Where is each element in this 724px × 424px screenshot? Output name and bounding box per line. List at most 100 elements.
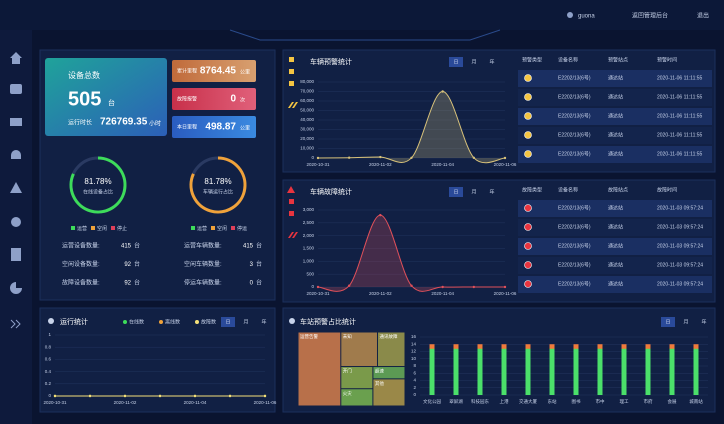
table-row (518, 89, 712, 106)
y-tick-label: 6 (413, 370, 416, 375)
point (441, 90, 444, 93)
tab-label: 月 (683, 319, 688, 325)
bar (621, 344, 627, 395)
card-unit: 公里 (240, 69, 250, 75)
table-cell: 2020-11-06 11:11:55 (657, 151, 703, 157)
bar (501, 344, 507, 395)
table-cell: 2020-11-06 11:11:55 (657, 94, 703, 100)
table-row (518, 257, 712, 274)
status-dot (524, 74, 532, 82)
legend-label: 停运 (237, 225, 247, 232)
bar (669, 344, 675, 395)
x-tick-label: 理工 (620, 399, 629, 404)
chart-title: 车站预警占比统计 (300, 317, 356, 326)
status-dot (524, 93, 532, 101)
tab[interactable] (449, 57, 463, 67)
legend-label: 空闲 (217, 225, 227, 232)
point (503, 156, 507, 160)
treemap-label: 其他 (375, 380, 384, 387)
legend-swatch (195, 320, 199, 324)
point (379, 155, 382, 159)
stat-value: 92 (124, 281, 131, 287)
legend-label: 运营 (77, 225, 87, 232)
table-cell: 2020-11-06 11:11:55 (657, 113, 703, 119)
point (123, 394, 127, 398)
icon-home[interactable] (10, 52, 22, 64)
icon-warning[interactable] (10, 182, 22, 193)
side-icons (288, 57, 298, 108)
y-tick-label: 10,000 (300, 146, 314, 151)
point (53, 394, 57, 398)
point (347, 156, 351, 159)
tab-label: 年 (261, 318, 266, 325)
table-row (518, 219, 712, 236)
panel-run (39, 307, 276, 413)
table-row (518, 108, 712, 125)
x-tick-label: 2020-11-04 (431, 291, 454, 296)
back-link[interactable]: 返回管理后台 (632, 12, 668, 20)
y-tick-label: 8 (413, 363, 416, 368)
legend-label: 空闲 (97, 225, 107, 232)
point (503, 285, 507, 289)
table-header: 预警站点 (608, 56, 628, 63)
x-tick-label: 2020-11-02 (369, 162, 392, 167)
icon-doc[interactable] (11, 248, 21, 261)
status-dot (524, 131, 532, 139)
table-cell: 2020-11-06 11:11:55 (657, 132, 703, 138)
chart-title: 运行统计 (60, 317, 88, 326)
table-cell: 通达站 (608, 204, 623, 211)
icon-bus[interactable] (10, 84, 22, 94)
legend-swatch (211, 226, 215, 230)
y-tick-label: 60,000 (300, 98, 314, 103)
point (228, 394, 232, 398)
tab-label: 月 (243, 319, 248, 325)
table-cell: E2202/13(6号) (558, 75, 591, 81)
point (316, 285, 320, 289)
icon-expand[interactable] (10, 319, 21, 329)
bar (693, 344, 699, 395)
point (316, 156, 320, 160)
table-cell: 通达站 (608, 112, 623, 119)
x-tick-label: 图书 (572, 398, 581, 405)
y-tick-label: 0.8 (45, 344, 52, 349)
top-decoration (229, 29, 501, 41)
table-cell: E2202/13(6号) (558, 262, 591, 268)
card-label: 本日里程 (177, 123, 197, 130)
tab[interactable] (449, 187, 463, 197)
legend-swatch (71, 226, 75, 230)
table-cell: E2202/13(6号) (558, 224, 591, 230)
icon-alarm[interactable] (11, 150, 21, 159)
table-row (518, 276, 712, 293)
treemap-label: 未知 (343, 333, 352, 340)
tab[interactable] (661, 317, 675, 327)
point (472, 285, 476, 289)
stat-label: 停运车辆数量: (184, 279, 222, 287)
table-cell: 2020-11-03 09:57:24 (657, 281, 703, 287)
legend-label: 在线数 (129, 318, 144, 325)
x-tick-label: 东站 (548, 398, 557, 405)
status-dot (524, 261, 532, 269)
treemap-label: 通讯故障 (379, 333, 397, 340)
tab[interactable] (221, 317, 235, 327)
y-tick-label: 500 (306, 271, 314, 276)
logout-link[interactable]: 退出 (697, 12, 709, 20)
x-tick-label: 2020-11-06 (494, 291, 517, 296)
point (263, 394, 267, 398)
stat-unit: 台 (134, 242, 140, 250)
table-cell: 2020-11-03 09:57:24 (657, 243, 703, 249)
x-tick-label: 2020-10-31 (306, 291, 330, 296)
table-row (518, 127, 712, 144)
x-tick-label: 市府 (644, 398, 653, 405)
y-tick-label: 50,000 (300, 108, 314, 113)
table-cell: 2020-11-03 09:57:24 (657, 205, 703, 211)
table-row (518, 238, 712, 255)
table-cell: 通达站 (608, 261, 623, 268)
icon-pie[interactable] (10, 282, 22, 294)
card-value: 0 (230, 94, 236, 105)
icon-drop[interactable] (11, 217, 21, 227)
bar (549, 344, 555, 395)
table-cell: E2202/13(6号) (558, 205, 591, 211)
icon-device[interactable] (10, 118, 22, 126)
x-tick-label: 科技园东 (471, 398, 489, 405)
